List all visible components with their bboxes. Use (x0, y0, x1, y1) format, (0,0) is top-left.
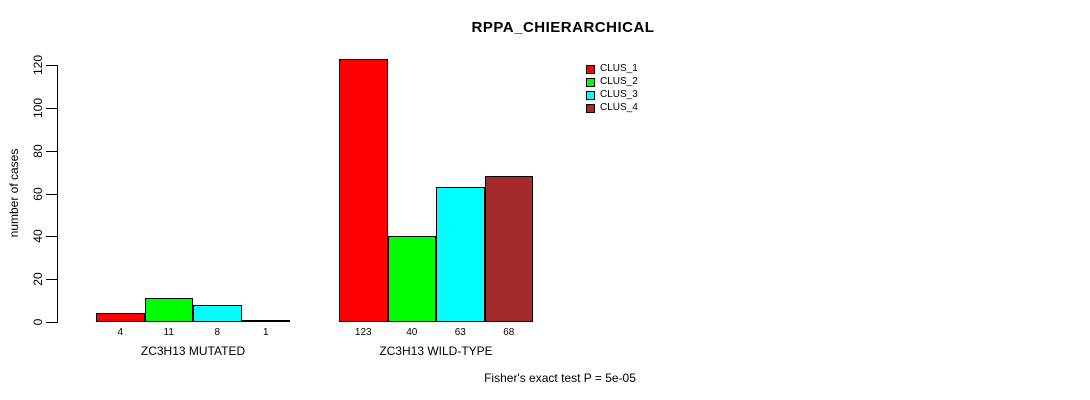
y-tick (46, 193, 57, 195)
y-tick-label: 80 (31, 143, 45, 158)
legend-label: CLUS_2 (600, 76, 638, 87)
bar-value-label: 123 (354, 327, 372, 338)
bar (193, 305, 242, 322)
y-axis (57, 65, 58, 323)
bar (484, 176, 533, 322)
bar (96, 313, 145, 322)
bar (387, 236, 436, 322)
legend-label: CLUS_1 (600, 63, 638, 74)
y-tick-label: 0 (31, 318, 45, 326)
y-tick (46, 279, 57, 281)
bar-value-label: 4 (117, 327, 124, 338)
bar (339, 59, 388, 322)
bar-value-label: 8 (214, 327, 221, 338)
group-label: ZC3H13 MUTATED (140, 344, 246, 358)
y-tick (46, 107, 57, 109)
bar-value-label: 11 (163, 327, 174, 338)
bar (241, 320, 290, 322)
y-axis-label: number of cases (7, 148, 21, 238)
chart-title: RPPA_CHIERARCHICAL (471, 19, 655, 36)
legend-label: CLUS_4 (600, 102, 638, 113)
legend-item: CLUS_3 (586, 89, 638, 101)
bar-value-label: 68 (503, 327, 515, 338)
bar-value-label: 63 (454, 327, 466, 338)
y-tick (46, 150, 57, 152)
legend-swatch-icon (586, 103, 595, 113)
legend-item: CLUS_1 (586, 63, 638, 75)
y-tick (46, 236, 57, 238)
bar (144, 298, 193, 322)
legend-item: CLUS_2 (586, 76, 638, 88)
y-tick (46, 65, 57, 66)
y-tick-label: 120 (31, 54, 45, 76)
bar-value-label: 1 (262, 327, 269, 338)
legend: CLUS_1 CLUS_2 CLUS_3 CLUS_4 (586, 63, 638, 115)
bar (436, 187, 485, 322)
y-tick-label: 20 (31, 272, 45, 286)
group-label: ZC3H13 WILD-TYPE (379, 344, 493, 358)
stat-annotation: Fisher's exact test P = 5e-05 (484, 371, 636, 385)
legend-item: CLUS_4 (586, 102, 638, 114)
y-tick-label: 100 (31, 97, 45, 118)
y-tick (46, 322, 57, 323)
legend-swatch-icon (586, 77, 595, 87)
y-tick-label: 40 (31, 229, 45, 244)
legend-swatch-icon (586, 90, 595, 100)
y-tick-label: 60 (31, 186, 45, 201)
bar-value-label: 40 (406, 327, 418, 338)
legend-swatch-icon (586, 64, 595, 74)
legend-label: CLUS_3 (600, 89, 638, 100)
